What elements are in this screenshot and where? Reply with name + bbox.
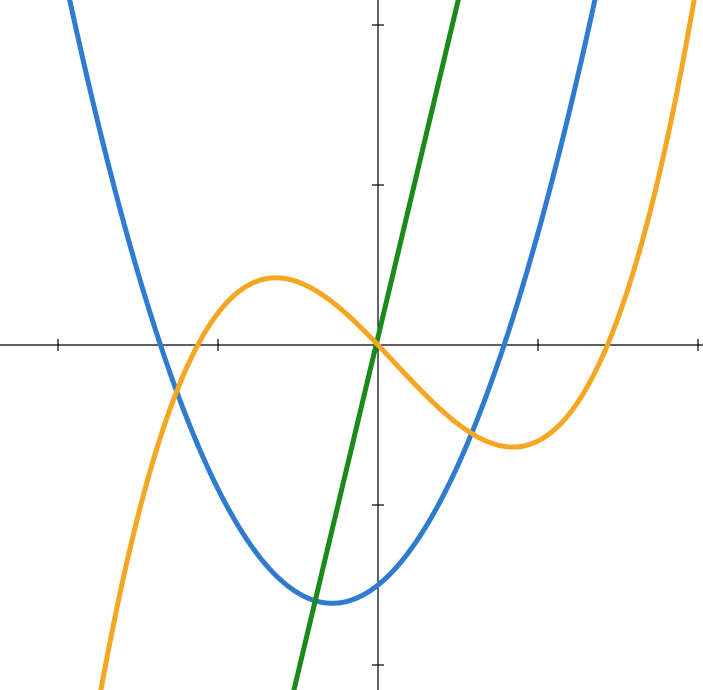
- function-plot: [0, 0, 703, 690]
